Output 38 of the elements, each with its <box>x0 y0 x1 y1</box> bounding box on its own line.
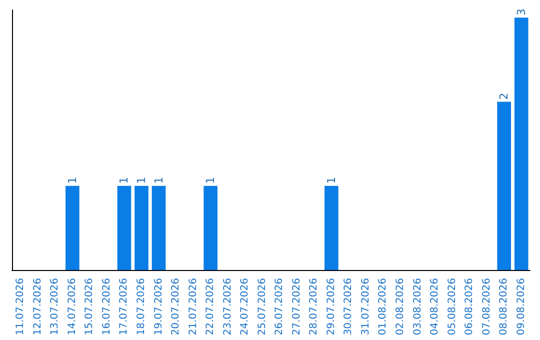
x-tick-label: 03.08.2026 <box>412 278 424 336</box>
x-tick-label: 27.07.2026 <box>291 278 302 336</box>
x-tick-label: 13.07.2026 <box>50 278 61 336</box>
x-tick-label: 24.07.2026 <box>240 278 251 336</box>
x-tick-label: 02.08.2026 <box>395 278 406 336</box>
x-tick-label: 14.07.2026 <box>66 278 78 336</box>
x-tick-label: 07.08.2026 <box>481 278 492 336</box>
data-label: 1 <box>152 176 166 184</box>
x-tick-label: 16.07.2026 <box>101 278 112 336</box>
x-tick-label: 23.07.2026 <box>222 278 234 336</box>
x-tick-label: 15.07.2026 <box>84 278 96 336</box>
x-tick-label: 17.07.2026 <box>118 278 130 336</box>
x-tick-label: 09.08.2026 <box>516 278 527 336</box>
x-tick-label: 12.07.2026 <box>32 278 44 336</box>
data-label: 1 <box>324 176 338 184</box>
x-tick-label: 19.07.2026 <box>153 278 164 336</box>
data-label: 1 <box>135 176 148 184</box>
data-label: 3 <box>514 8 528 16</box>
x-tick-label: 25.07.2026 <box>256 278 268 336</box>
x-tick-label: 28.07.2026 <box>308 278 320 336</box>
x-tick-label: 06.08.2026 <box>464 278 476 336</box>
data-label: 1 <box>66 176 79 184</box>
x-tick-label: 31.07.2026 <box>360 278 372 336</box>
data-label: 2 <box>498 92 511 100</box>
x-tick-label: 08.08.2026 <box>498 278 510 336</box>
x-tick-label: 29.07.2026 <box>326 278 337 336</box>
x-tick-label: 26.07.2026 <box>274 278 286 336</box>
x-tick-label: 05.08.2026 <box>446 278 458 336</box>
x-tick-label: 22.07.2026 <box>205 278 216 336</box>
data-label: 1 <box>118 176 131 184</box>
x-tick-label: 20.07.2026 <box>170 278 182 336</box>
data-label: 1 <box>204 176 218 184</box>
x-tick-label: 21.07.2026 <box>188 278 199 336</box>
x-tick-label: 11.07.2026 <box>15 278 26 336</box>
x-tick-label: 01.08.2026 <box>378 278 389 336</box>
x-tick-label: 04.08.2026 <box>430 278 441 336</box>
x-tick-label: 18.07.2026 <box>136 278 147 336</box>
x-tick-label: 30.07.2026 <box>343 278 354 336</box>
